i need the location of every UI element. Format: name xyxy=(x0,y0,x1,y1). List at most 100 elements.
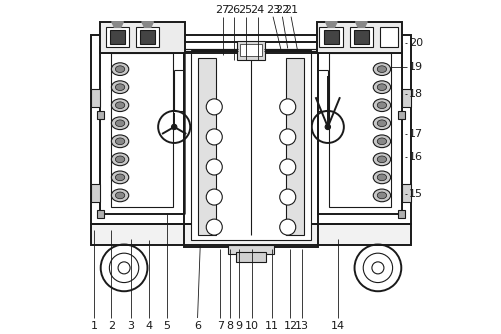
Text: 1: 1 xyxy=(90,321,97,331)
Text: 27: 27 xyxy=(215,5,229,15)
Bar xyxy=(317,47,401,214)
Ellipse shape xyxy=(115,174,125,181)
Ellipse shape xyxy=(115,120,125,127)
Ellipse shape xyxy=(373,171,390,184)
Text: 9: 9 xyxy=(235,321,242,331)
Ellipse shape xyxy=(376,120,386,127)
Bar xyxy=(240,44,261,56)
Ellipse shape xyxy=(115,84,125,91)
Bar xyxy=(140,30,154,44)
Ellipse shape xyxy=(373,99,390,112)
Ellipse shape xyxy=(111,189,128,202)
Circle shape xyxy=(371,262,383,274)
Text: 13: 13 xyxy=(294,321,308,331)
Bar xyxy=(286,58,304,235)
Bar xyxy=(91,89,100,107)
Polygon shape xyxy=(355,22,367,27)
Bar xyxy=(184,42,317,247)
Text: 11: 11 xyxy=(264,321,278,331)
Bar xyxy=(329,53,390,207)
Ellipse shape xyxy=(376,66,386,72)
Bar xyxy=(190,50,311,240)
Bar xyxy=(227,245,274,254)
Bar xyxy=(197,58,215,235)
Ellipse shape xyxy=(373,189,390,202)
Ellipse shape xyxy=(376,84,386,91)
Text: 21: 21 xyxy=(284,5,298,15)
Ellipse shape xyxy=(111,81,128,94)
Ellipse shape xyxy=(373,117,390,130)
Bar xyxy=(110,30,125,44)
Text: 2: 2 xyxy=(108,321,115,331)
Circle shape xyxy=(206,219,222,235)
Polygon shape xyxy=(325,22,337,27)
Ellipse shape xyxy=(111,171,128,184)
Text: 8: 8 xyxy=(226,321,233,331)
Ellipse shape xyxy=(111,153,128,166)
Bar xyxy=(111,53,172,207)
Bar xyxy=(106,27,129,47)
Bar xyxy=(401,184,410,202)
Ellipse shape xyxy=(111,117,128,130)
Circle shape xyxy=(279,159,295,175)
Bar xyxy=(353,30,368,44)
Ellipse shape xyxy=(115,192,125,199)
Bar xyxy=(316,22,401,53)
Ellipse shape xyxy=(376,174,386,181)
Circle shape xyxy=(171,124,176,130)
Text: 6: 6 xyxy=(194,321,201,331)
Bar xyxy=(91,35,410,224)
Bar xyxy=(97,210,104,218)
Bar xyxy=(319,27,342,47)
Text: 19: 19 xyxy=(408,62,422,72)
Ellipse shape xyxy=(115,138,125,145)
Bar xyxy=(100,47,184,214)
Ellipse shape xyxy=(373,63,390,75)
Bar xyxy=(397,210,404,218)
Circle shape xyxy=(279,99,295,115)
Ellipse shape xyxy=(111,135,128,148)
Text: 20: 20 xyxy=(408,38,422,48)
Circle shape xyxy=(279,219,295,235)
Bar xyxy=(401,89,410,107)
Text: 15: 15 xyxy=(408,189,422,199)
Text: 24: 24 xyxy=(250,5,265,15)
Ellipse shape xyxy=(115,102,125,109)
Circle shape xyxy=(206,159,222,175)
Bar xyxy=(236,41,265,60)
Ellipse shape xyxy=(376,138,386,145)
Polygon shape xyxy=(112,22,123,27)
Bar xyxy=(397,111,404,119)
Text: 17: 17 xyxy=(408,129,422,139)
Text: 18: 18 xyxy=(408,89,422,99)
Ellipse shape xyxy=(376,102,386,109)
Text: 7: 7 xyxy=(216,321,223,331)
Bar xyxy=(379,27,397,47)
Bar xyxy=(91,224,410,245)
Text: 4: 4 xyxy=(145,321,152,331)
Text: 14: 14 xyxy=(330,321,344,331)
Circle shape xyxy=(279,129,295,145)
Ellipse shape xyxy=(373,153,390,166)
Ellipse shape xyxy=(115,156,125,163)
Ellipse shape xyxy=(115,66,125,72)
Circle shape xyxy=(118,262,130,274)
Ellipse shape xyxy=(111,63,128,75)
Text: 5: 5 xyxy=(163,321,170,331)
Polygon shape xyxy=(141,22,153,27)
Circle shape xyxy=(206,129,222,145)
Circle shape xyxy=(279,189,295,205)
Bar xyxy=(135,27,159,47)
Ellipse shape xyxy=(376,156,386,163)
Text: 22: 22 xyxy=(275,5,289,15)
Ellipse shape xyxy=(111,99,128,112)
Ellipse shape xyxy=(373,135,390,148)
Circle shape xyxy=(206,99,222,115)
Text: 10: 10 xyxy=(244,321,258,331)
Circle shape xyxy=(206,189,222,205)
Bar xyxy=(323,30,338,44)
Circle shape xyxy=(325,124,330,130)
Ellipse shape xyxy=(376,192,386,199)
Bar xyxy=(100,22,185,53)
Text: 12: 12 xyxy=(283,321,297,331)
